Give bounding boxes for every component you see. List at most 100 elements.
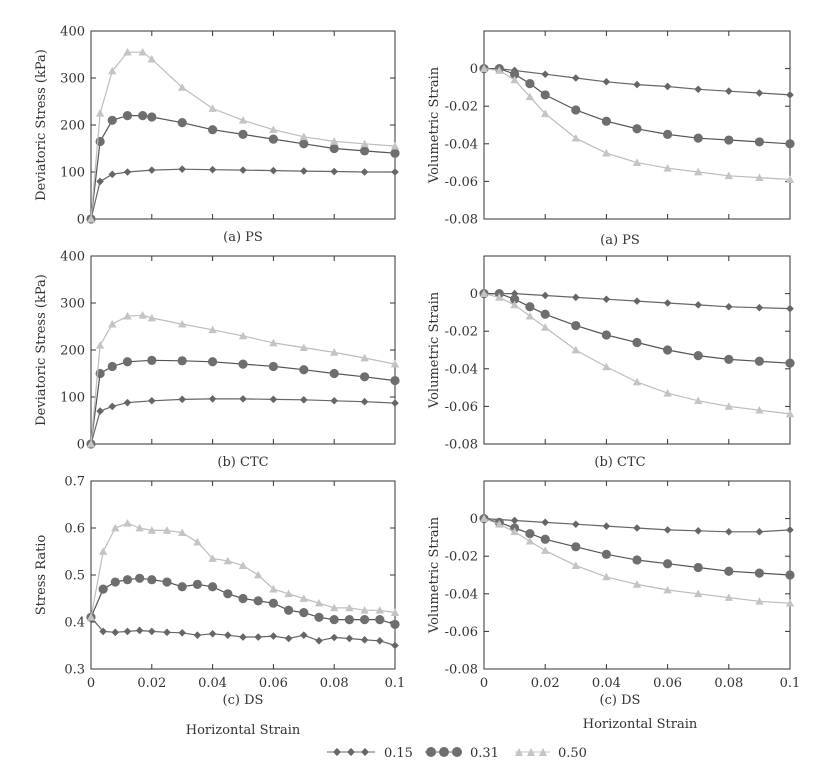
point-0.50 xyxy=(694,167,703,176)
point-0.15 xyxy=(193,631,202,639)
point-0.15 xyxy=(239,633,247,641)
point-0.15 xyxy=(269,166,278,175)
x-tick-label: 0.04 xyxy=(198,676,227,691)
y-tick-label: 100 xyxy=(60,166,85,181)
point-0.50 xyxy=(360,139,369,148)
plot-frame xyxy=(90,255,396,445)
y-tick-label: -0.06 xyxy=(445,400,478,415)
point-0.31 xyxy=(375,615,385,625)
point-0.31 xyxy=(724,135,734,145)
point-0.15 xyxy=(360,636,369,644)
point-0.15 xyxy=(633,524,641,532)
point-0.31 xyxy=(601,330,612,340)
y-tick-label: -0.08 xyxy=(445,663,478,678)
point-0.31 xyxy=(177,356,187,366)
point-0.31 xyxy=(299,139,309,149)
point-0.15 xyxy=(572,293,580,302)
series-line-0.31 xyxy=(90,577,396,625)
point-0.50 xyxy=(123,519,132,527)
point-0.50 xyxy=(238,116,248,124)
point-0.31 xyxy=(571,320,581,331)
point-0.31 xyxy=(98,584,108,594)
point-0.50 xyxy=(663,389,672,397)
point-0.31 xyxy=(314,612,324,622)
point-0.15 xyxy=(725,302,733,311)
point-0.31 xyxy=(344,615,354,625)
point-0.15 xyxy=(315,637,323,645)
series-line-0.50 xyxy=(90,51,396,220)
point-0.31 xyxy=(724,354,734,364)
point-0.15 xyxy=(108,402,117,411)
panel-caption: (c) DS xyxy=(600,693,641,708)
x-axis-label-right: Horizontal Strain xyxy=(583,717,698,732)
point-0.31 xyxy=(360,372,370,382)
point-0.31 xyxy=(785,570,795,580)
point-0.15 xyxy=(123,168,132,176)
point-0.15 xyxy=(254,633,262,641)
y-tick-label: 0.5 xyxy=(64,569,85,584)
y-axis-label: Stress Ratio xyxy=(34,535,49,616)
point-0.31 xyxy=(693,562,703,573)
point-0.15 xyxy=(755,89,764,97)
point-0.50 xyxy=(390,141,400,150)
point-0.31 xyxy=(122,575,133,585)
y-tick-label: -0.04 xyxy=(445,137,478,152)
point-0.15 xyxy=(330,396,338,405)
point-0.50 xyxy=(269,125,278,134)
y-tick-label: 0 xyxy=(470,287,478,302)
point-0.31 xyxy=(525,302,535,312)
point-0.50 xyxy=(111,523,120,532)
x-tick-label: 0.06 xyxy=(259,676,288,691)
point-0.50 xyxy=(86,613,96,621)
x-tick-label: 0.06 xyxy=(653,676,682,691)
point-0.15 xyxy=(300,631,308,639)
point-0.50 xyxy=(86,439,96,448)
point-0.31 xyxy=(632,337,642,348)
point-0.50 xyxy=(785,409,795,418)
y-tick-label: 0 xyxy=(77,213,85,228)
point-0.50 xyxy=(510,527,519,536)
y-axis-label: Volumetric Strain xyxy=(427,516,442,634)
series-line-0.15 xyxy=(90,168,395,220)
point-0.15 xyxy=(572,74,580,82)
point-0.31 xyxy=(390,375,400,386)
point-0.15 xyxy=(360,397,369,406)
point-0.31 xyxy=(329,615,339,625)
point-0.50 xyxy=(785,599,795,607)
point-0.50 xyxy=(208,554,217,562)
point-0.50 xyxy=(269,584,278,593)
point-0.50 xyxy=(755,173,764,181)
point-0.15 xyxy=(330,167,338,176)
plot-frame xyxy=(90,30,396,220)
point-0.31 xyxy=(110,577,120,587)
point-0.50 xyxy=(602,362,611,371)
point-0.15 xyxy=(284,634,293,643)
point-0.50 xyxy=(123,47,132,56)
point-0.15 xyxy=(163,628,171,637)
point-0.31 xyxy=(525,529,535,539)
point-0.50 xyxy=(123,311,132,320)
point-0.31 xyxy=(299,608,309,618)
point-0.50 xyxy=(360,606,369,614)
point-0.31 xyxy=(360,615,370,625)
point-0.15 xyxy=(300,396,308,404)
point-0.31 xyxy=(268,361,278,372)
point-0.31 xyxy=(147,355,157,365)
point-0.50 xyxy=(724,171,733,180)
point-0.50 xyxy=(108,66,117,75)
y-tick-label: -0.02 xyxy=(445,550,478,565)
y-axis-label: Deviatoric Stress (kPa) xyxy=(34,274,49,426)
point-0.15 xyxy=(510,516,519,525)
panel-caption: (a) PS xyxy=(600,233,640,248)
point-0.15 xyxy=(694,301,702,309)
y-tick-label: -0.08 xyxy=(445,438,478,453)
point-0.31 xyxy=(238,359,248,369)
point-0.31 xyxy=(268,134,278,144)
series-line-0.15 xyxy=(90,616,396,647)
point-0.15 xyxy=(148,396,156,405)
point-0.15 xyxy=(633,80,641,89)
point-0.15 xyxy=(786,91,794,99)
point-0.15 xyxy=(300,167,308,175)
point-0.31 xyxy=(663,129,673,139)
